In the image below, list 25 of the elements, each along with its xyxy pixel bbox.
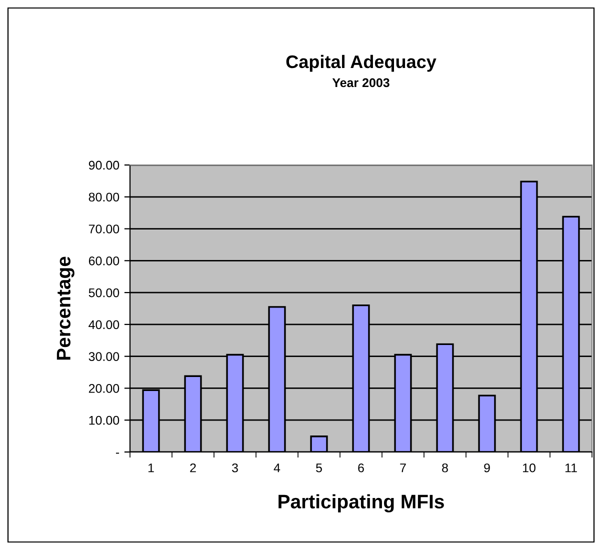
x-tick-label: 5	[316, 464, 322, 472]
x-tick-label: 8	[442, 463, 448, 472]
x-tick-label: 10	[523, 463, 536, 472]
x-tick-label: 2	[190, 463, 196, 472]
x-tick-label: 7	[400, 464, 406, 472]
x-tick-label: 4	[274, 464, 280, 472]
y-tick-label: 20.00	[88, 384, 120, 393]
x-tick-label: 3	[232, 463, 238, 472]
y-tick-label: 90.00	[88, 160, 120, 170]
x-tick-label: 11	[565, 464, 577, 472]
chart-subtitle: Year 2003	[332, 78, 390, 88]
y-tick-label: 40.00	[88, 320, 120, 330]
y-tick-label: 60.00	[88, 256, 120, 266]
x-tick-label: 1	[148, 464, 154, 472]
chart-title: Capital Adequacy	[286, 54, 436, 72]
y-tick-label: 70.00	[88, 224, 120, 234]
x-tick-label: 9	[484, 463, 490, 472]
x-tick-label: 6	[358, 463, 364, 472]
y-tick-label: 80.00	[88, 192, 120, 202]
y-tick-label: -	[116, 452, 120, 454]
x-axis-title: Participating MFIs	[278, 494, 444, 512]
y-tick-label: 10.00	[89, 416, 120, 425]
y-tick-label: 50.00	[88, 288, 120, 298]
y-tick-label: 30.00	[88, 352, 120, 361]
y-axis-title: Percentage	[56, 256, 74, 360]
